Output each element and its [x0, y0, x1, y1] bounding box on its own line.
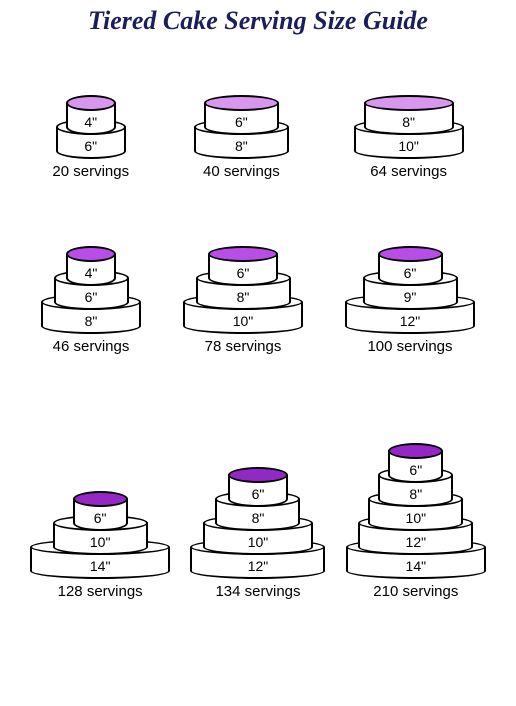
- servings-label: 20 servings: [52, 163, 129, 180]
- cake-cell: 6" 9" 12" 100 servings: [345, 246, 475, 355]
- cake-stack: 4" 6": [56, 95, 126, 159]
- cake-stack: 6" 8" 10" 12": [190, 467, 325, 579]
- tier-size-label: 12": [347, 313, 473, 329]
- tier-size-label: 9": [365, 289, 456, 305]
- cake-cell: 4" 6" 20 servings: [52, 95, 129, 180]
- cake-stack: 8" 10": [354, 95, 464, 159]
- tier-size-label: 8": [196, 138, 287, 154]
- cake-stack: 6" 10" 14": [30, 491, 170, 579]
- cake-tier: 4": [66, 103, 116, 135]
- tier-top-ellipse: [73, 491, 128, 507]
- cake-stack: 6" 9" 12": [345, 246, 475, 334]
- tier-size-label: 10": [356, 138, 462, 154]
- cake-stack: 6" 8" 10" 12" 14": [346, 443, 486, 579]
- tier-top-ellipse: [388, 443, 443, 459]
- tier-size-label: 6": [206, 114, 277, 130]
- tier-size-label: 6": [390, 462, 441, 478]
- tier-size-label: 10": [55, 534, 146, 550]
- cake-cell: 6" 8" 40 servings: [194, 95, 289, 180]
- tier-size-label: 10": [370, 510, 461, 526]
- cake-cell: 6" 8" 10" 12" 14" 210 servings: [346, 443, 486, 600]
- cake-cell: 8" 10" 64 servings: [354, 95, 464, 180]
- cake-row: 4" 6" 8" 46 servings 6" 8" 10" 78 servings 6" 9" 1…: [20, 180, 496, 355]
- tier-size-label: 6": [380, 265, 441, 281]
- tier-top-ellipse: [204, 95, 279, 111]
- tier-size-label: 12": [360, 534, 471, 550]
- tier-size-label: 8": [217, 510, 298, 526]
- cake-tier: 6": [378, 254, 443, 286]
- servings-label: 64 servings: [370, 163, 447, 180]
- cake-tier: 8": [364, 103, 454, 135]
- tier-size-label: 12": [192, 558, 323, 574]
- tier-size-label: 8": [198, 289, 289, 305]
- servings-label: 128 servings: [58, 583, 143, 600]
- cake-stack: 4" 6" 8": [41, 246, 141, 334]
- cake-tier: 6": [208, 254, 278, 286]
- cake-tier: 6": [73, 499, 128, 531]
- servings-label: 78 servings: [205, 338, 282, 355]
- tier-top-ellipse: [364, 95, 454, 111]
- cake-row: 6" 10" 14" 128 servings 6" 8" 10" 12" 134 servin…: [20, 355, 496, 600]
- servings-label: 46 servings: [53, 338, 130, 355]
- cake-cell: 4" 6" 8" 46 servings: [41, 246, 141, 355]
- cake-cell: 6" 8" 10" 12" 134 servings: [190, 467, 325, 600]
- servings-label: 40 servings: [203, 163, 280, 180]
- tier-size-label: 8": [366, 114, 452, 130]
- servings-label: 210 servings: [373, 583, 458, 600]
- cake-row: 4" 6" 20 servings 6" 8" 40 servings 8" 10" 64 se…: [20, 40, 496, 180]
- tier-size-label: 14": [348, 558, 484, 574]
- tier-size-label: 6": [75, 510, 126, 526]
- tier-size-label: 6": [210, 265, 276, 281]
- tier-top-ellipse: [66, 246, 116, 262]
- tier-top-ellipse: [228, 467, 288, 483]
- servings-label: 134 servings: [215, 583, 300, 600]
- tier-size-label: 8": [43, 313, 139, 329]
- tier-size-label: 14": [32, 558, 168, 574]
- cake-cell: 6" 8" 10" 78 servings: [183, 246, 303, 355]
- tier-size-label: 6": [58, 138, 124, 154]
- tier-size-label: 4": [68, 114, 114, 130]
- cake-cell: 6" 10" 14" 128 servings: [30, 491, 170, 600]
- tier-size-label: 6": [230, 486, 286, 502]
- tier-top-ellipse: [208, 246, 278, 262]
- cake-tier: 6": [388, 451, 443, 483]
- cake-grid: 4" 6" 20 servings 6" 8" 40 servings 8" 10" 64 se…: [0, 40, 516, 600]
- tier-size-label: 4": [68, 265, 114, 281]
- tier-size-label: 10": [185, 313, 301, 329]
- tier-top-ellipse: [378, 246, 443, 262]
- cake-stack: 6" 8" 10": [183, 246, 303, 334]
- tier-top-ellipse: [66, 95, 116, 111]
- tier-size-label: 10": [205, 534, 311, 550]
- tier-size-label: 6": [56, 289, 127, 305]
- cake-tier: 6": [204, 103, 279, 135]
- page-title: Tiered Cake Serving Size Guide: [0, 0, 516, 40]
- servings-label: 100 servings: [367, 338, 452, 355]
- tier-size-label: 8": [380, 486, 451, 502]
- cake-tier: 6": [228, 475, 288, 507]
- cake-stack: 6" 8": [194, 95, 289, 159]
- cake-tier: 4": [66, 254, 116, 286]
